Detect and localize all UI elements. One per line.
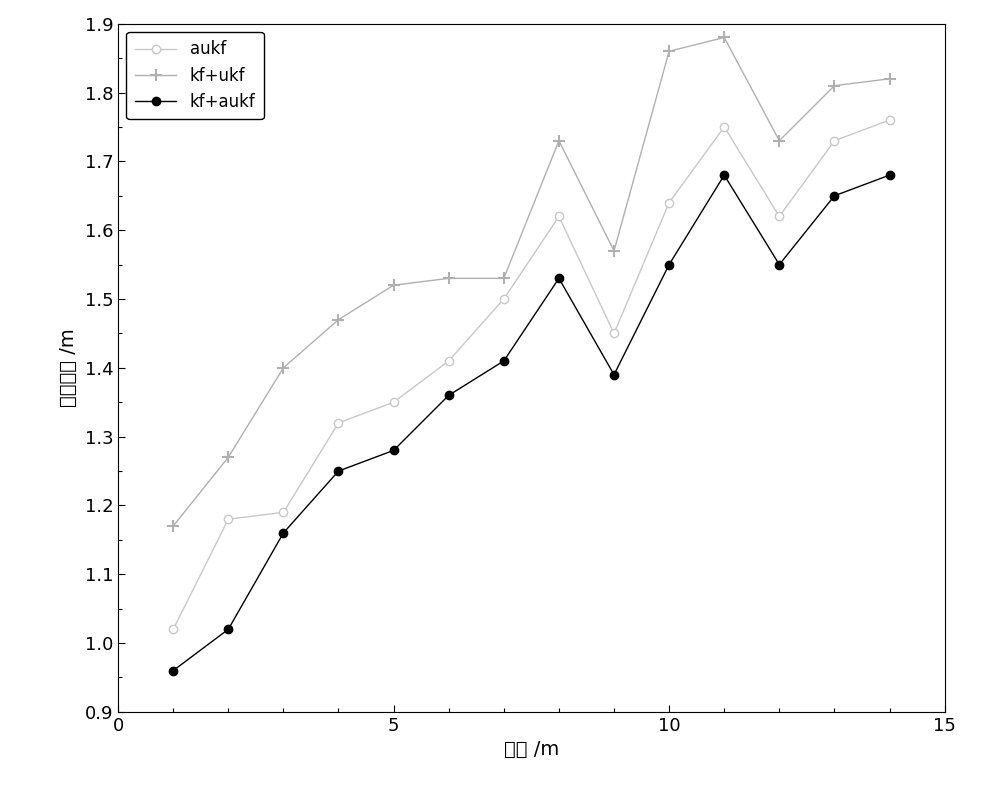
kf+ukf xyxy=(718,32,730,42)
kf+ukf xyxy=(388,281,400,290)
kf+ukf xyxy=(829,81,840,90)
kf+ukf xyxy=(608,246,620,255)
aukf xyxy=(829,136,840,146)
Line: kf+aukf: kf+aukf xyxy=(169,171,893,675)
kf+ukf xyxy=(884,74,895,84)
kf+ukf xyxy=(498,274,510,283)
kf+ukf xyxy=(333,315,344,324)
kf+aukf xyxy=(167,666,179,676)
aukf xyxy=(608,329,620,339)
kf+ukf xyxy=(663,47,675,56)
kf+aukf xyxy=(333,467,344,476)
aukf xyxy=(553,212,565,221)
aukf xyxy=(443,356,455,365)
kf+aukf xyxy=(773,259,785,269)
aukf xyxy=(222,514,234,524)
Line: aukf: aukf xyxy=(169,116,893,634)
kf+ukf xyxy=(277,363,289,373)
kf+aukf xyxy=(388,445,400,455)
kf+aukf xyxy=(277,528,289,538)
aukf xyxy=(498,294,510,304)
aukf xyxy=(718,122,730,131)
kf+aukf xyxy=(498,356,510,365)
kf+ukf xyxy=(443,274,455,283)
kf+aukf xyxy=(663,259,675,269)
aukf xyxy=(333,418,344,428)
kf+aukf xyxy=(608,370,620,380)
aukf xyxy=(884,115,895,125)
kf+aukf xyxy=(553,274,565,283)
X-axis label: 距離 /m: 距離 /m xyxy=(504,740,559,759)
aukf xyxy=(663,198,675,207)
kf+aukf xyxy=(222,625,234,634)
kf+aukf xyxy=(829,191,840,200)
kf+ukf xyxy=(773,136,785,146)
kf+ukf xyxy=(167,521,179,531)
Line: kf+ukf: kf+ukf xyxy=(167,32,895,532)
aukf xyxy=(773,212,785,221)
kf+ukf xyxy=(222,452,234,462)
kf+aukf xyxy=(718,170,730,180)
aukf xyxy=(388,397,400,407)
aukf xyxy=(277,508,289,517)
Y-axis label: 定位误差 /m: 定位误差 /m xyxy=(59,328,78,407)
aukf xyxy=(167,625,179,634)
Legend: aukf, kf+ukf, kf+aukf: aukf, kf+ukf, kf+aukf xyxy=(126,32,264,119)
kf+aukf xyxy=(884,170,895,180)
kf+aukf xyxy=(443,391,455,400)
kf+ukf xyxy=(553,136,565,146)
